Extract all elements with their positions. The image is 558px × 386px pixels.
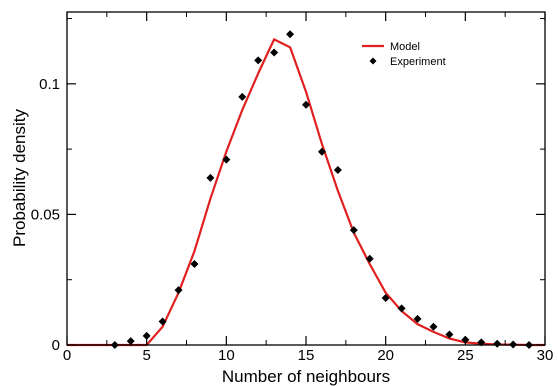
experiment-point [254, 56, 263, 65]
ticks-layer: 0 5 10 15 20 25 30 0 0.05 0.1 [31, 12, 554, 364]
experiment-point [126, 337, 135, 346]
legend-label: Experiment [390, 56, 446, 68]
plot-frame [66, 11, 546, 346]
experiment-point [238, 92, 247, 101]
x-tick-label: 30 [537, 347, 554, 364]
experiment-point [349, 226, 358, 235]
experiment-point [333, 166, 342, 175]
y-tick-label: 0 [52, 337, 60, 354]
x-tick-label: 10 [218, 347, 235, 364]
experiment-point [445, 330, 454, 339]
x-tick-label: 15 [298, 347, 315, 364]
model-line [67, 38, 545, 347]
legend-label: Model [390, 41, 420, 53]
experiment-point [365, 254, 374, 263]
experiment-point [397, 304, 406, 313]
x-tick-label: 0 [63, 347, 71, 364]
experiment-point [190, 260, 199, 269]
experiment-point [174, 286, 183, 295]
x-axis-label: Number of neighbours [222, 367, 390, 386]
y-axis-label: Probability density [10, 109, 29, 247]
experiment-point [158, 317, 167, 326]
experiment-point [222, 155, 231, 164]
experiment-point [286, 30, 295, 39]
experiment-point [302, 100, 310, 109]
experiment-point [413, 314, 422, 323]
experiment-point [206, 173, 215, 182]
experiment-point [493, 339, 502, 348]
experiment-point [270, 48, 279, 57]
legend: Model Experiment [362, 41, 446, 68]
experiment-point [317, 147, 326, 156]
x-tick-label: 25 [457, 347, 474, 364]
y-tick-label: 0.1 [39, 76, 60, 93]
experiment-point [142, 331, 151, 340]
plot-layer [67, 30, 545, 349]
experiment-point [381, 293, 390, 302]
legend-experiment-swatch [369, 57, 377, 65]
x-tick-label: 5 [142, 347, 150, 364]
x-tick-label: 20 [377, 347, 394, 364]
experiment-point [429, 322, 438, 331]
y-tick-label: 0.05 [31, 206, 60, 223]
